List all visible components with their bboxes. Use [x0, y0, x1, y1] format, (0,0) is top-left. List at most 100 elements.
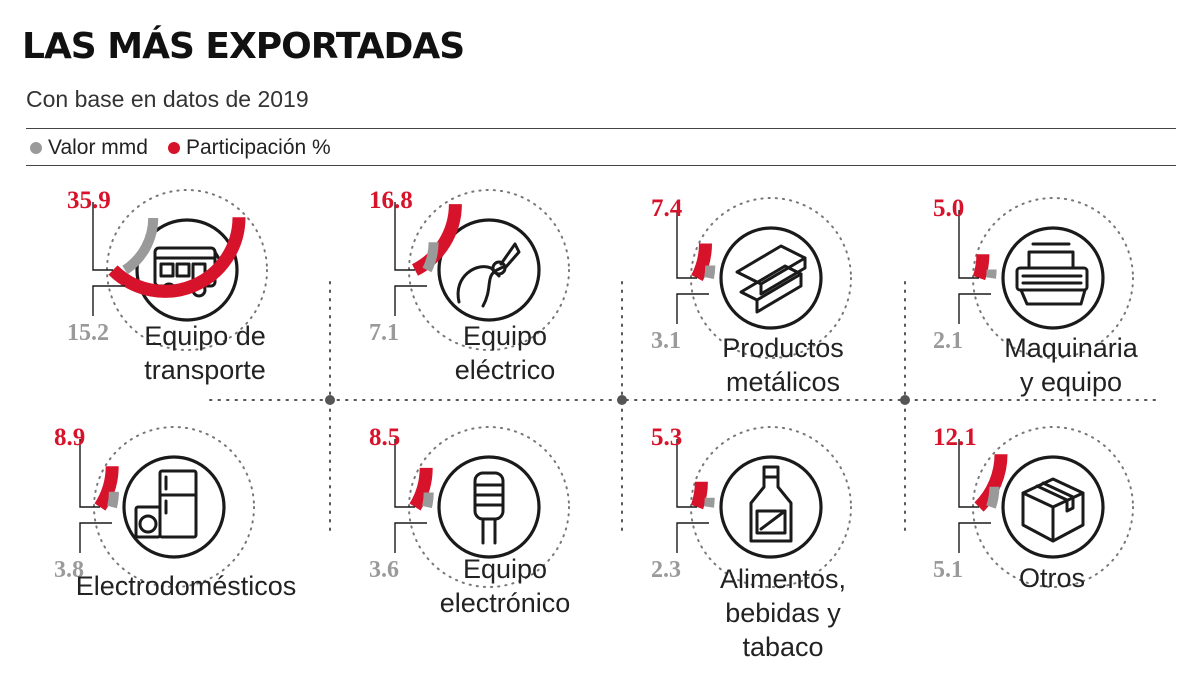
category-label: bebidas y	[725, 598, 841, 628]
box-icon-part	[1035, 481, 1075, 513]
pliers-icon-part	[456, 265, 501, 304]
icon-circle	[719, 455, 823, 559]
share-label: 7.4	[651, 195, 683, 222]
share-arc	[411, 203, 462, 276]
category-4: 5.0 2.1 Maquinaria y equipo	[933, 195, 1139, 397]
share-leader	[394, 202, 415, 271]
share-arc	[691, 243, 713, 282]
dotted-ring	[972, 197, 1134, 359]
share-leader	[676, 439, 697, 508]
machinery-icon	[1015, 242, 1089, 306]
value-arc	[107, 491, 119, 509]
category-7: 5.3 2.3 Alimentos, bebidas y tabaco	[651, 424, 852, 662]
metal-beams-icon	[735, 244, 807, 314]
metal-beams-icon-part	[759, 256, 807, 296]
machinery-icon-part	[1019, 288, 1087, 306]
share-leader	[958, 439, 979, 508]
value-leader	[394, 285, 427, 316]
category-label: Maquinaria	[1004, 333, 1139, 363]
chart-title: LAS MÁS EXPORTADAS	[22, 26, 465, 67]
bus-icon-part	[175, 262, 191, 278]
category-label: transporte	[144, 355, 266, 385]
value-leader	[676, 293, 709, 324]
bottle-icon-part	[759, 509, 787, 531]
icon-circle	[437, 455, 541, 559]
bottom-rule	[26, 165, 1176, 166]
legend-item-value: Valor mmd	[30, 136, 148, 160]
category-2: 16.8 7.1 Equipo eléctrico	[369, 187, 570, 385]
share-arc	[94, 466, 119, 511]
legend-item-share: Participación %	[167, 136, 331, 160]
category-label: Equipo de	[144, 321, 266, 351]
appliances-icon-part	[158, 469, 198, 539]
value-arc	[704, 497, 715, 508]
share-leader	[92, 202, 113, 271]
value-arc	[986, 269, 997, 279]
category-label: Equipo	[463, 554, 547, 584]
dotted-ring	[972, 426, 1134, 588]
machinery-icon-part	[1027, 250, 1075, 270]
share-leader	[79, 439, 100, 508]
dotted-ring	[690, 426, 852, 588]
appliances-icon-part	[138, 514, 158, 534]
share-arc	[972, 253, 990, 281]
value-label: 7.1	[369, 320, 399, 346]
bottle-icon-part	[762, 465, 780, 479]
share-arc	[409, 467, 433, 511]
bus-icon-part	[159, 262, 175, 278]
legend-swatch-share	[167, 142, 180, 154]
value-label: 2.1	[933, 328, 963, 354]
divider-node-1	[325, 395, 335, 405]
category-6: 8.5 3.6 Equipo electrónico	[369, 424, 570, 618]
metal-beams-icon-part	[755, 272, 803, 314]
top-rule	[26, 128, 1176, 129]
electronic-component-icon	[473, 471, 505, 545]
value-label: 5.1	[933, 557, 963, 583]
bottle-icon-part	[755, 509, 787, 535]
legend: Valor mmd Participación %	[30, 136, 331, 160]
appliances-icon	[134, 469, 198, 539]
value-leader	[394, 522, 427, 553]
value-arc	[422, 241, 439, 273]
share-label: 16.8	[369, 187, 413, 214]
value-label: 3.1	[651, 328, 681, 354]
dotted-ring	[690, 197, 852, 359]
share-label: 8.5	[369, 424, 400, 451]
legend-label-value: Valor mmd	[48, 136, 148, 159]
category-label: Electrodomésticos	[76, 571, 297, 601]
value-label: 3.8	[54, 557, 84, 583]
share-arc	[690, 481, 708, 510]
share-arc	[108, 217, 246, 298]
box-icon	[1021, 477, 1085, 543]
value-arc	[122, 217, 159, 275]
value-leader	[92, 285, 125, 316]
bottle-icon	[749, 465, 793, 543]
value-leader	[676, 522, 709, 553]
bottle-icon-part	[749, 475, 793, 543]
share-leader	[676, 210, 697, 279]
category-label: Alimentos,	[720, 564, 846, 594]
category-label: Otros	[1019, 563, 1085, 593]
divider-node-3	[900, 395, 910, 405]
share-arc	[974, 454, 1008, 512]
value-leader	[79, 522, 112, 553]
share-leader	[394, 439, 415, 508]
appliances-icon-part	[134, 505, 162, 539]
value-label: 3.6	[369, 557, 399, 583]
value-label: 15.2	[67, 320, 109, 346]
dotted-ring	[93, 426, 255, 588]
divider-node-2	[617, 395, 627, 405]
category-label: Equipo	[463, 321, 547, 351]
category-label: Productos	[722, 333, 844, 363]
legend-swatch-value	[30, 142, 42, 154]
value-arc	[704, 265, 716, 280]
dotted-ring	[106, 189, 268, 351]
value-arc	[422, 492, 434, 509]
category-label: eléctrico	[455, 355, 556, 385]
dotted-ring	[408, 189, 570, 351]
category-label: electrónico	[440, 588, 571, 618]
value-leader	[958, 293, 991, 324]
pliers-icon-part	[481, 264, 507, 308]
share-label: 8.9	[54, 424, 85, 451]
